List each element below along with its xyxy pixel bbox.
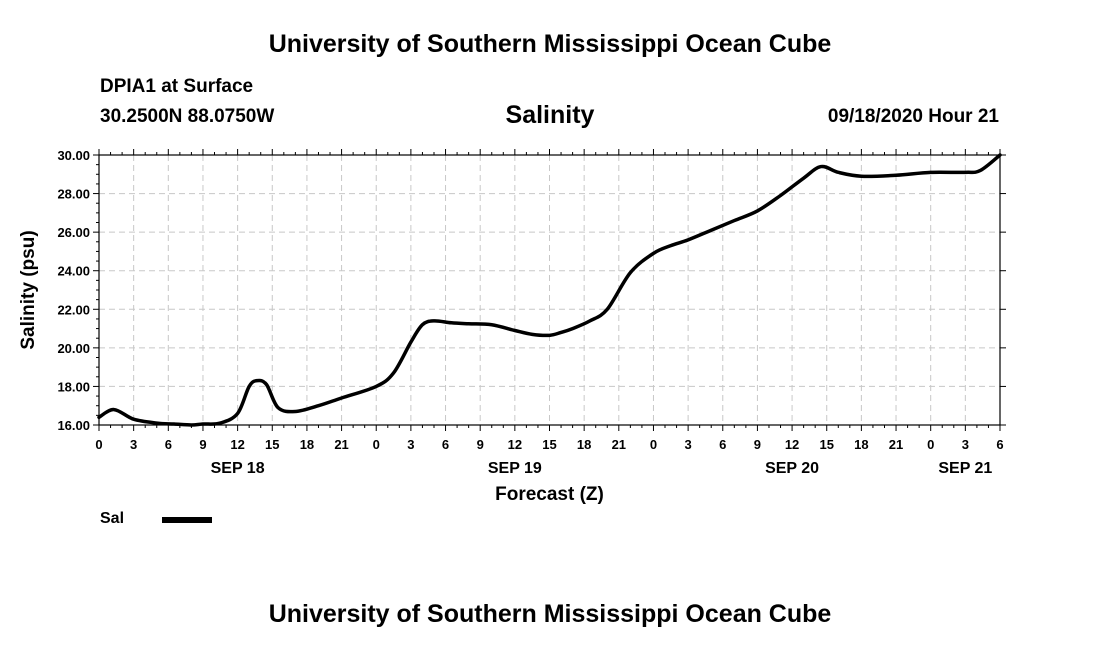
y-tick-label: 30.00	[57, 148, 90, 163]
y-tick-label: 26.00	[57, 225, 90, 240]
coordinates-label: 30.2500N 88.0750W	[100, 106, 275, 127]
x-tick-label: 9	[477, 437, 484, 452]
station-label: DPIA1 at Surface	[100, 76, 254, 97]
x-tick-label: 21	[612, 437, 626, 452]
series-layer	[97, 153, 1002, 427]
y-tick-label: 24.00	[57, 264, 90, 279]
x-tick-label: 9	[199, 437, 206, 452]
x-tick-label: 0	[373, 437, 380, 452]
date-label: SEP 21	[938, 460, 992, 477]
y-tick-label: 16.00	[57, 418, 90, 433]
x-tick-label: 3	[407, 437, 414, 452]
x-tick-label: 15	[265, 437, 279, 452]
x-tick-label: 6	[442, 437, 449, 452]
y-tick-label: 28.00	[57, 187, 90, 202]
x-tick-label: 18	[300, 437, 314, 452]
x-tick-label: 18	[854, 437, 868, 452]
x-tick-label: 12	[230, 437, 244, 452]
x-tick-label: 0	[650, 437, 657, 452]
page-title: University of Southern Mississippi Ocean…	[268, 30, 832, 58]
y-tick-label: 22.00	[57, 302, 90, 317]
x-axis-title: Forecast (Z)	[495, 484, 604, 505]
series-line-sal	[97, 153, 1002, 427]
date-label: SEP 18	[211, 460, 265, 477]
legend-swatch	[162, 517, 212, 523]
footer-title: University of Southern Mississippi Ocean…	[268, 600, 832, 628]
x-tick-label: 15	[819, 437, 833, 452]
x-tick-label: 0	[95, 437, 102, 452]
x-tick-label: 21	[889, 437, 903, 452]
x-tick-label: 6	[719, 437, 726, 452]
x-tick-label: 12	[785, 437, 799, 452]
date-label: SEP 19	[488, 460, 542, 477]
x-tick-label: 12	[508, 437, 522, 452]
grid-lines	[99, 155, 1000, 425]
legend-label: Sal	[100, 510, 125, 527]
x-tick-label: 3	[962, 437, 969, 452]
y-tick-label: 18.00	[57, 379, 90, 394]
x-tick-label: 15	[542, 437, 556, 452]
chart-title: Salinity	[505, 101, 595, 129]
x-tick-label: 9	[754, 437, 761, 452]
axis-labels: 16.00 18.00 20.00 22.00 24.00 26.00 28.00 30.00…	[18, 148, 1004, 505]
y-tick-label: 20.00	[57, 341, 90, 356]
x-tick-label: 3	[684, 437, 691, 452]
x-tick-label: 6	[165, 437, 172, 452]
x-tick-label: 18	[577, 437, 591, 452]
x-tick-label: 3	[130, 437, 137, 452]
x-tick-label: 6	[996, 437, 1003, 452]
x-tick-label: 0	[927, 437, 934, 452]
x-tick-label: 21	[334, 437, 348, 452]
axis-ticks	[93, 149, 1006, 431]
y-axis-title: Salinity (psu)	[18, 230, 39, 349]
forecast-timestamp: 09/18/2020 Hour 21	[827, 106, 999, 127]
date-label: SEP 20	[765, 460, 819, 477]
